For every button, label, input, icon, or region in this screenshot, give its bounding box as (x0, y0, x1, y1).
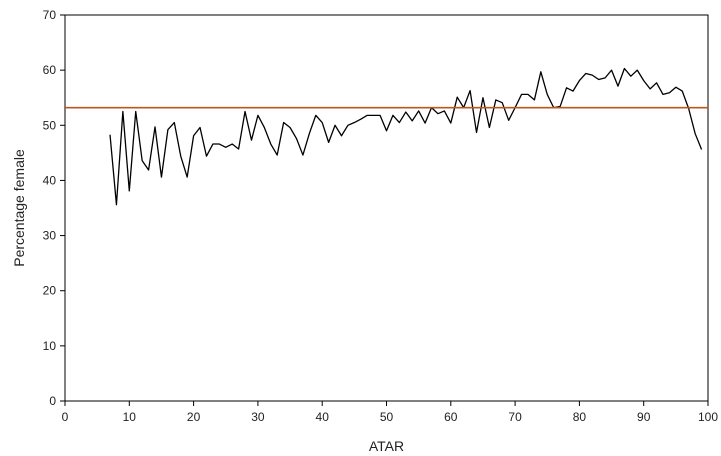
x-tick-label: 90 (637, 410, 651, 424)
x-tick-label: 100 (698, 410, 718, 424)
tick-labels: 0 10 20 30 40 50 60 70 0 10 20 30 40 50 60 70 80 90 100 (43, 8, 719, 424)
x-tick-label: 70 (508, 410, 522, 424)
y-tick-label: 70 (43, 8, 57, 22)
x-axis-title: ATAR (369, 438, 404, 454)
y-tick-label: 30 (43, 229, 57, 243)
series-line (109, 67, 703, 206)
y-tick-label: 40 (43, 173, 57, 187)
series-layer (65, 67, 708, 206)
x-tick-label: 60 (444, 410, 458, 424)
axes (60, 14, 709, 406)
x-tick-label: 80 (573, 410, 587, 424)
x-tick-label: 0 (62, 410, 69, 424)
x-tick-label: 50 (380, 410, 394, 424)
x-tick-label: 20 (187, 410, 201, 424)
y-tick-label: 0 (49, 394, 56, 408)
y-tick-label: 50 (43, 118, 57, 132)
y-tick-label: 10 (43, 339, 57, 353)
x-tick-label: 10 (123, 410, 137, 424)
x-tick-label: 40 (316, 410, 330, 424)
x-tick-label: 30 (251, 410, 265, 424)
y-axis-title: Percentage female (11, 149, 27, 267)
plot-frame (64, 14, 709, 402)
y-tick-label: 20 (43, 284, 57, 298)
y-tick-label: 60 (43, 63, 57, 77)
